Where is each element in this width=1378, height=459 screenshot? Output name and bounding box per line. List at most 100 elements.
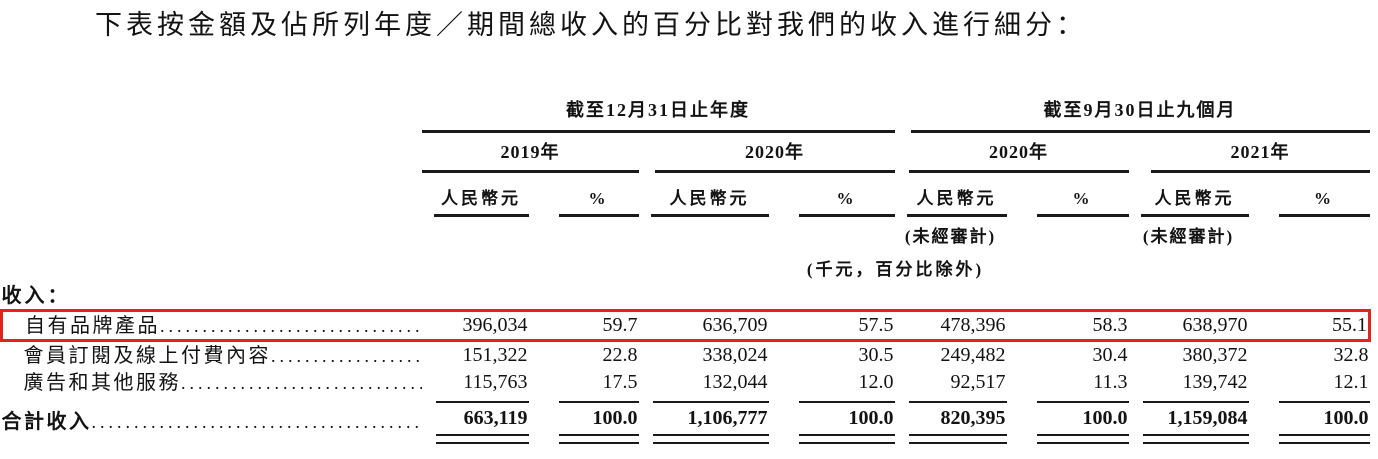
cell-value: 636,709 xyxy=(638,309,769,342)
table-caption: 下表按金額及佔所列年度／期間總收入的百分比對我們的收入進行細分： xyxy=(95,10,1087,40)
table-row-advertising-other: 廣告和其他服務 115,763 17.5 132,044 12.0 92,517… xyxy=(2,369,1370,396)
year-header-2020-nine-months: 2020年 xyxy=(895,133,1129,173)
cell-value: 32.8 xyxy=(1333,344,1369,366)
unaudited-note: (未經審計) xyxy=(1142,227,1235,246)
year-label: 2020年 xyxy=(989,142,1048,162)
double-rule xyxy=(1142,433,1249,444)
double-rule xyxy=(908,433,1007,444)
percent-header: % xyxy=(1007,173,1129,217)
cell-value: 30.4 xyxy=(1092,344,1128,366)
cell-value: 92,517 xyxy=(950,371,1006,393)
subtotal-rule xyxy=(798,400,895,403)
unaudited-note: (未經審計) xyxy=(904,227,997,246)
period-header-label: 截至12月31日止年度 xyxy=(566,100,750,120)
cell-value: 115,763 xyxy=(463,371,528,393)
cell-value: 132,044 xyxy=(702,371,768,393)
dot-leader xyxy=(181,370,422,396)
year-header-row: 2019年 2020年 2020年 2021年 xyxy=(2,133,1370,173)
subtotal-rule xyxy=(1142,400,1249,403)
cell-value: 139,742 xyxy=(1182,371,1248,393)
cell-value: 12.0 xyxy=(858,371,894,393)
header-rule xyxy=(421,170,639,173)
subtotal-rule xyxy=(908,400,1007,403)
header-rule xyxy=(798,214,895,217)
currency-header: 人民幣元 xyxy=(1129,173,1249,217)
table-row-own-brand-products: 自有品牌產品 396,034 59.7 636,709 57.5 478,396… xyxy=(0,309,1371,342)
cell-value: 59.7 xyxy=(528,309,639,342)
period-header-label: 截至9月30日止九個月 xyxy=(1043,100,1237,120)
percent-header: % xyxy=(529,173,639,217)
cell-value: 11.3 xyxy=(1093,371,1128,393)
header-rule xyxy=(433,214,529,217)
cell-value: 151,322 xyxy=(462,344,528,366)
subtotal-rule xyxy=(1036,400,1129,403)
cell-value: 17.5 xyxy=(602,371,638,393)
year-label: 2019年 xyxy=(500,142,560,162)
period-header-annual: 截至12月31日止年度 xyxy=(421,87,895,133)
period-header-row: 截至12月31日止年度 截至9月30日止九個月 xyxy=(2,87,1370,133)
cell-value: 57.5 xyxy=(768,309,895,342)
cell-value: 396,034 xyxy=(421,309,529,342)
subtotal-rule xyxy=(558,400,639,403)
unit-note-row: (千元，百分比除外) xyxy=(2,247,1370,280)
header-rule xyxy=(650,214,769,217)
double-rule xyxy=(558,433,639,444)
row-label: 自有品牌產品 xyxy=(25,315,160,337)
header-rule xyxy=(908,170,1129,173)
subtotal-rule xyxy=(435,400,529,403)
header-rule xyxy=(1036,214,1129,217)
header-rule xyxy=(1140,214,1249,217)
cell-value: 30.5 xyxy=(858,344,894,366)
total-value: 663,119 xyxy=(463,406,528,429)
period-header-nine-months: 截至9月30日止九個月 xyxy=(895,87,1370,133)
section-row: 收入： xyxy=(2,280,1370,311)
year-header-2021: 2021年 xyxy=(1129,133,1370,173)
cell-value: 380,372 xyxy=(1182,344,1248,366)
header-rule xyxy=(1150,170,1370,173)
subtotal-rule xyxy=(652,400,769,403)
header-rule xyxy=(906,214,1007,217)
cell-value: 12.1 xyxy=(1333,371,1369,393)
year-header-2020: 2020年 xyxy=(639,133,895,173)
row-label: 會員訂閱及線上付費內容 xyxy=(23,345,271,367)
currency-header: 人民幣元 xyxy=(639,173,769,217)
header-rule xyxy=(654,170,895,173)
dot-leader xyxy=(92,409,422,435)
header-rule xyxy=(1278,214,1370,217)
total-value: 100.0 xyxy=(592,406,638,429)
total-row-label: 合計收入 xyxy=(1,411,92,433)
total-value: 820,395 xyxy=(940,406,1006,429)
document-page: 下表按金額及佔所列年度／期間總收入的百分比對我們的收入進行細分： 截至12月31… xyxy=(0,9,1378,448)
header-rule xyxy=(910,130,1370,133)
revenue-breakdown-table: 截至12月31日止年度 截至9月30日止九個月 2019年 2020年 2020… xyxy=(0,87,1371,448)
double-rule xyxy=(652,433,769,444)
cell-value: 249,482 xyxy=(940,344,1006,366)
unaudited-row: (未經審計) (未經審計) xyxy=(2,217,1370,247)
double-rule xyxy=(1036,433,1129,444)
year-header-2019: 2019年 xyxy=(421,133,639,173)
row-label: 廣告和其他服務 xyxy=(23,372,181,394)
cell-value: 55.1 xyxy=(1248,309,1371,342)
header-rule xyxy=(558,214,639,217)
cell-value: 478,396 xyxy=(894,309,1007,342)
cell-value: 22.8 xyxy=(602,344,638,366)
total-value: 100.0 xyxy=(1082,406,1128,429)
cell-value: 338,024 xyxy=(702,344,768,366)
table-row-membership-subscription: 會員訂閱及線上付費內容 151,322 22.8 338,024 30.5 24… xyxy=(2,341,1370,370)
header-rule xyxy=(421,130,895,133)
section-label: 收入： xyxy=(1,285,71,307)
percent-header: % xyxy=(1249,173,1370,217)
currency-header: 人民幣元 xyxy=(895,173,1007,217)
dot-leader xyxy=(271,343,422,369)
dot-leader xyxy=(160,314,422,338)
total-value: 100.0 xyxy=(1323,406,1369,429)
subtotal-rule xyxy=(1278,400,1370,403)
double-rule xyxy=(1278,433,1370,444)
cell-value: 58.3 xyxy=(1006,309,1129,342)
table-row-total-revenue: 合計收入 663,119 100.0 1,106,777 100.0 820,3… xyxy=(2,396,1370,448)
total-value: 1,106,777 xyxy=(687,406,768,429)
currency-header: 人民幣元 xyxy=(422,173,529,217)
cell-value: 638,970 xyxy=(1128,309,1249,342)
percent-header: % xyxy=(769,173,895,217)
total-value: 1,159,084 xyxy=(1167,406,1248,429)
